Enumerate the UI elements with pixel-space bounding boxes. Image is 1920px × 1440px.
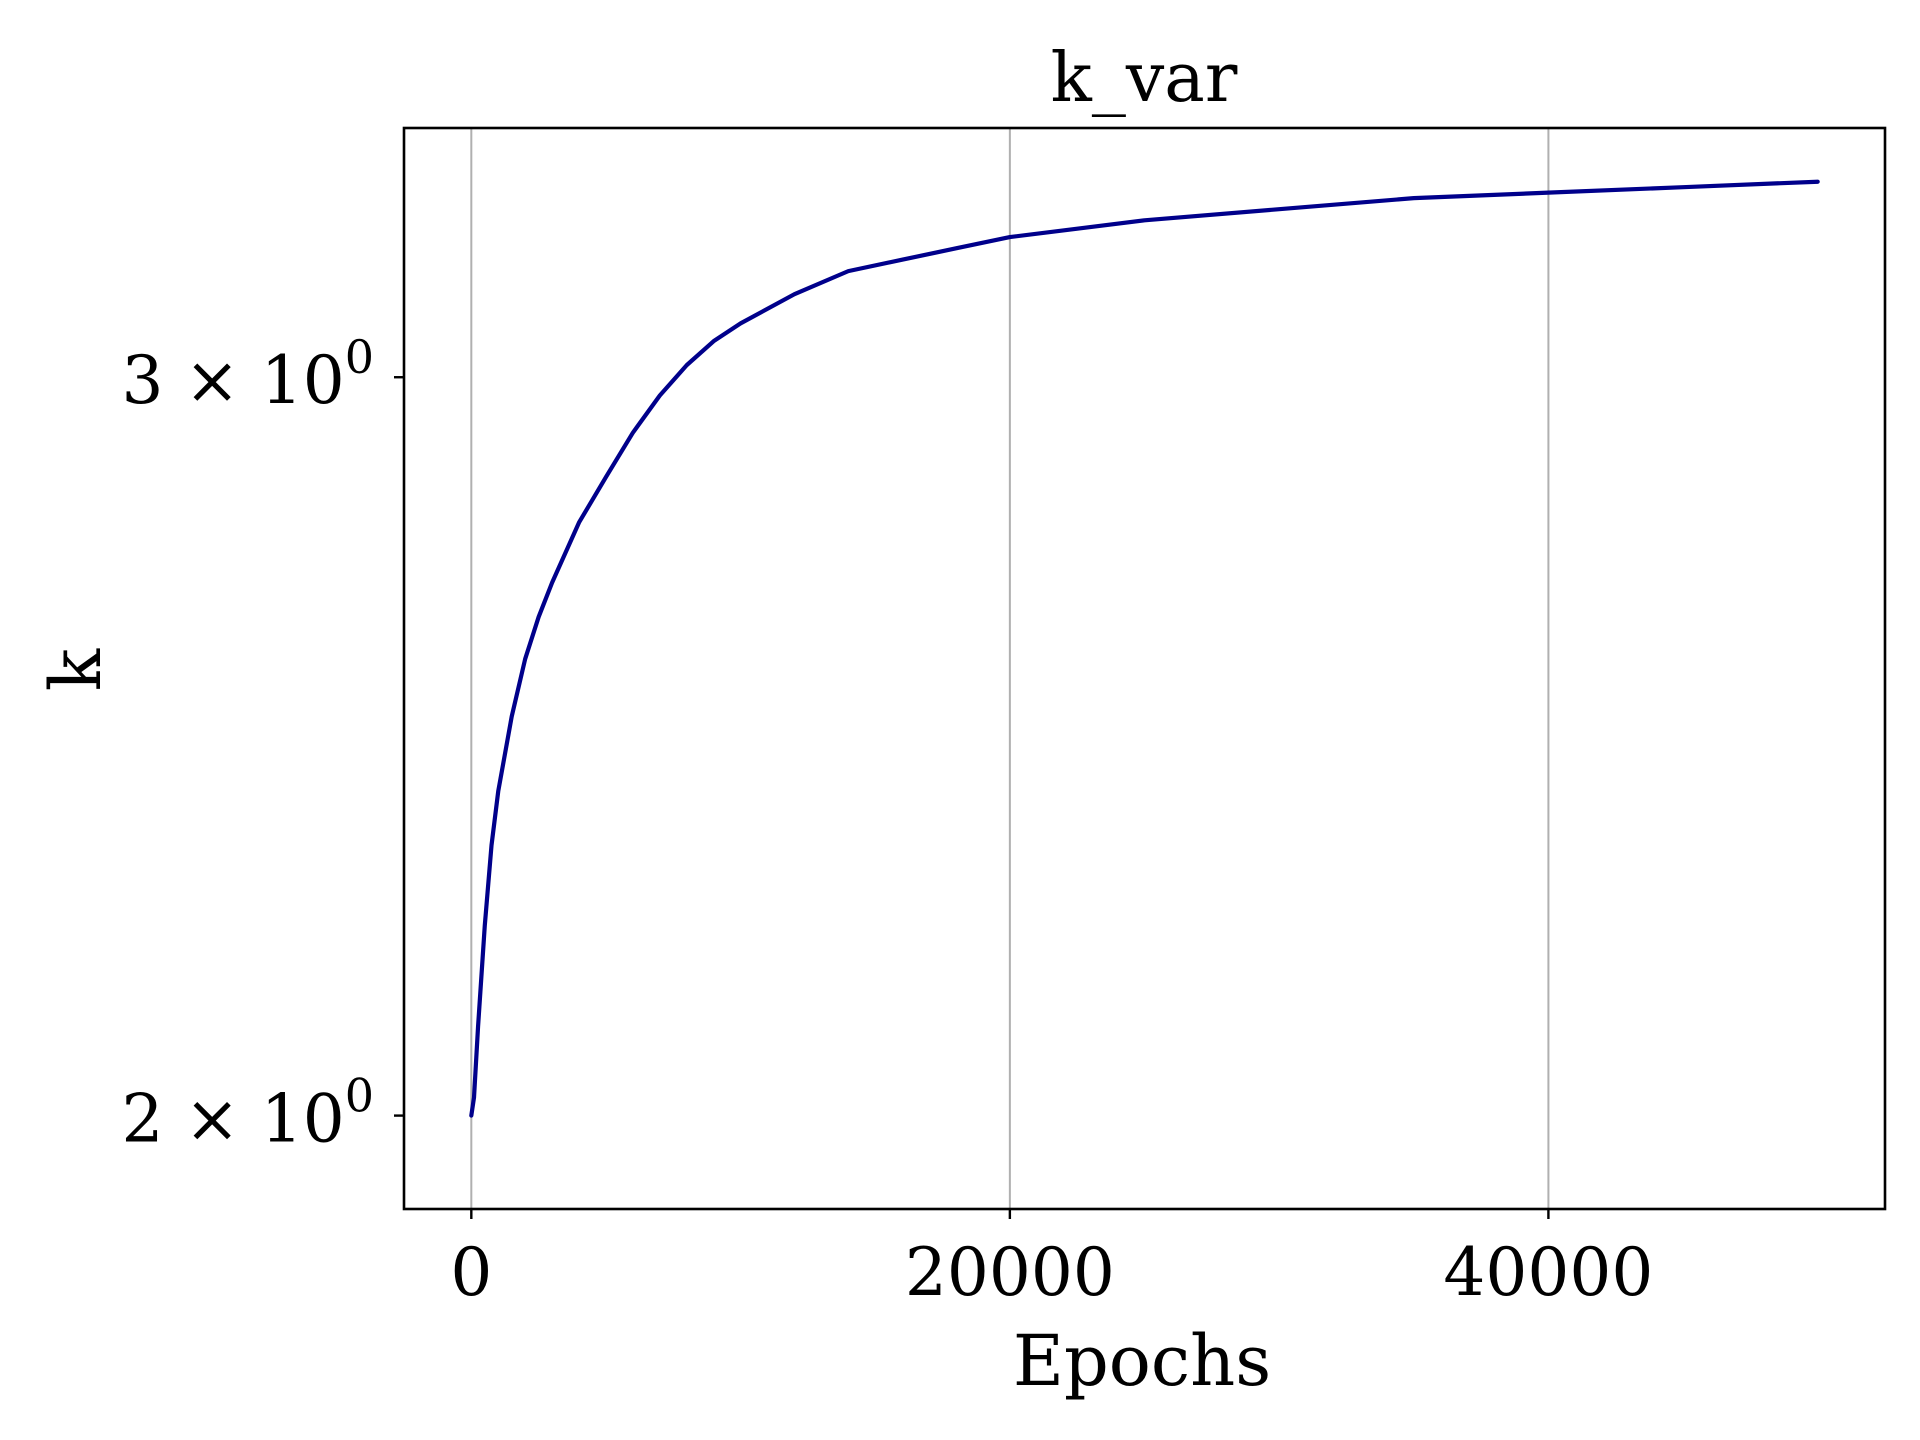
y-tick-label: 3 × 100 bbox=[121, 330, 374, 419]
grid-lines bbox=[470, 128, 1550, 1209]
series-line bbox=[469, 179, 1820, 1118]
y-tick-label-mantissa: 3 bbox=[121, 342, 163, 419]
y-tick-label-exponent: 0 bbox=[345, 330, 374, 384]
y-axis-label: k bbox=[35, 648, 117, 691]
x-tick-label: 20000 bbox=[905, 1234, 1115, 1311]
y-tick-label-base: 10 bbox=[261, 1081, 345, 1158]
y-tick-label-exponent: 0 bbox=[345, 1069, 374, 1123]
x-tick-label: 0 bbox=[450, 1234, 492, 1311]
y-tick-label-times: × bbox=[163, 342, 260, 419]
y-tick-label-base: 10 bbox=[261, 342, 345, 419]
x-axis-label: Epochs bbox=[1013, 1320, 1271, 1402]
y-tick-label-times: × bbox=[163, 1081, 260, 1158]
y-tick-label-mantissa: 2 bbox=[121, 1081, 163, 1158]
x-axis-ticks: 0 20000 40000 bbox=[450, 1209, 1653, 1311]
x-tick-label: 40000 bbox=[1443, 1234, 1653, 1311]
plot-frame bbox=[402, 126, 1887, 1211]
chart-title: k_var bbox=[1051, 39, 1238, 118]
y-tick-label: 2 × 100 bbox=[121, 1069, 374, 1158]
series-layer bbox=[469, 179, 1820, 1118]
